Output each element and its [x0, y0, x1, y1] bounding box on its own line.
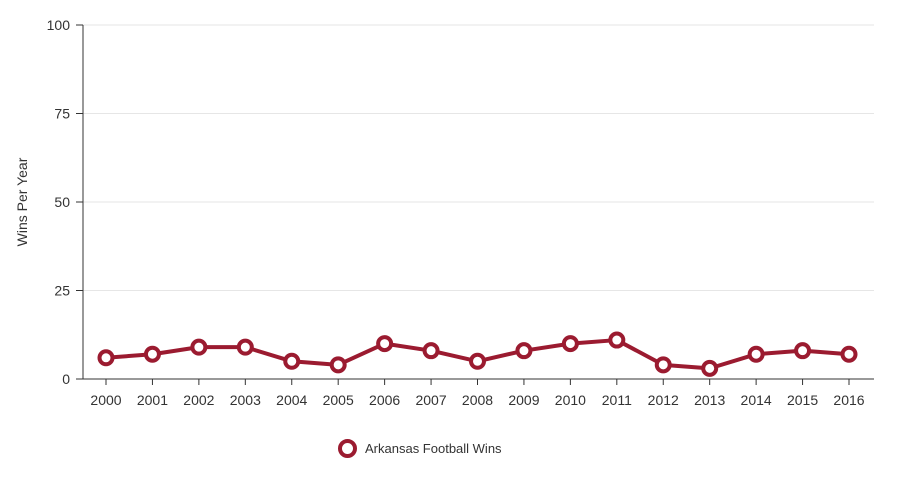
data-point-2013[interactable] [701, 359, 719, 377]
x-tick-label-2003: 2003 [230, 392, 261, 408]
x-tick-label-2004: 2004 [276, 392, 307, 408]
y-axis-title: Wins Per Year [14, 157, 30, 246]
data-point-2005[interactable] [329, 356, 347, 374]
x-tick-label-2005: 2005 [323, 392, 354, 408]
x-tick-label-2012: 2012 [648, 392, 679, 408]
data-point-2012[interactable] [654, 356, 672, 374]
series-layer [97, 331, 858, 377]
y-tick-label-0: 0 [62, 371, 70, 387]
axes [76, 24, 874, 385]
data-point-2016[interactable] [840, 345, 858, 363]
data-point-2007[interactable] [422, 342, 440, 360]
x-tick-label-2007: 2007 [415, 392, 446, 408]
x-tick-label-2010: 2010 [555, 392, 586, 408]
x-tick-label-2014: 2014 [741, 392, 772, 408]
legend[interactable]: Arkansas Football Wins [338, 439, 502, 458]
y-tick-label-100: 100 [47, 17, 71, 33]
x-tick-labels: 2000 2001 2002 2003 2004 2005 2006 2007 2008 2009… [90, 392, 864, 408]
x-tick-label-2002: 2002 [183, 392, 214, 408]
data-point-2000[interactable] [97, 349, 115, 367]
x-tick-label-2008: 2008 [462, 392, 493, 408]
x-tick-label-2006: 2006 [369, 392, 400, 408]
data-point-2001[interactable] [143, 345, 161, 363]
data-point-2008[interactable] [469, 352, 486, 370]
x-tick-label-2001: 2001 [137, 392, 168, 408]
data-point-2014[interactable] [747, 345, 765, 363]
x-tick-label-2013: 2013 [694, 392, 725, 408]
y-tick-label-25: 25 [54, 283, 70, 299]
y-tick-labels: 0 25 50 75 100 [47, 17, 71, 387]
legend-label: Arkansas Football Wins [365, 441, 502, 456]
data-point-2015[interactable] [794, 342, 812, 360]
x-tick-label-2016: 2016 [833, 392, 864, 408]
y-tick-label-75: 75 [54, 106, 70, 122]
x-tick-label-2009: 2009 [508, 392, 539, 408]
data-point-2009[interactable] [515, 342, 533, 360]
legend-marker-icon [338, 439, 357, 458]
grid-lines [83, 24, 874, 291]
data-point-2006[interactable] [376, 335, 394, 353]
data-point-2010[interactable] [561, 335, 579, 353]
data-point-2003[interactable] [236, 338, 254, 356]
data-point-2004[interactable] [283, 352, 301, 370]
data-point-2011[interactable] [608, 331, 626, 349]
data-point-2002[interactable] [190, 338, 208, 356]
x-tick-label-2011: 2011 [602, 392, 632, 408]
x-tick-label-2000: 2000 [90, 392, 121, 408]
y-tick-label-50: 50 [54, 194, 70, 210]
x-tick-label-2015: 2015 [787, 392, 818, 408]
